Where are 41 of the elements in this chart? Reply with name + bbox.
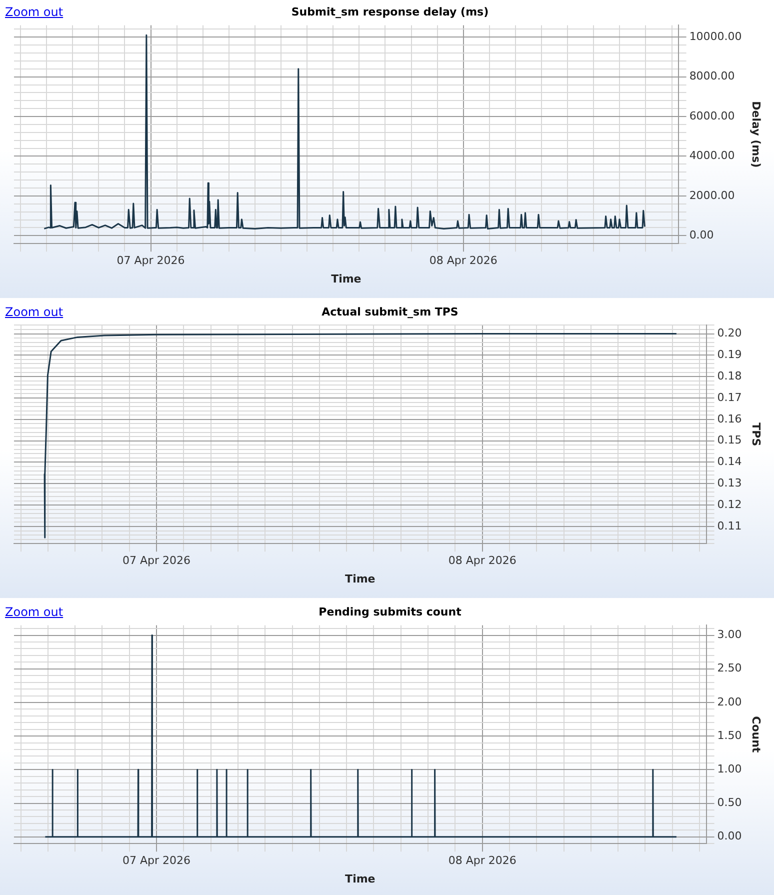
y-tick-label: 0.14 <box>717 455 742 468</box>
y-axis-title: TPS <box>750 422 763 446</box>
y-tick-label: 2000.00 <box>689 188 735 202</box>
x-axis-title: Time <box>345 572 376 586</box>
y-tick-label: 1.00 <box>717 762 742 776</box>
x-tick-label: 08 Apr 2026 <box>448 854 516 868</box>
y-tick-label: 0.11 <box>717 519 742 532</box>
y-axis-title: Count <box>750 716 763 753</box>
y-tick-label: 0.20 <box>717 326 742 340</box>
y-tick-label: 0.00 <box>717 830 742 843</box>
x-tick-label: 08 Apr 2026 <box>448 554 516 568</box>
y-tick-label: 0.12 <box>717 498 742 511</box>
y-tick-label: 0.50 <box>717 796 742 810</box>
y-tick-label: 1.50 <box>717 728 742 742</box>
x-axis-title: Time <box>345 872 376 886</box>
y-tick-label: 10000.00 <box>689 30 742 43</box>
text: Zoom out <box>5 5 64 19</box>
y-tick-label: 4000.00 <box>689 149 735 162</box>
x-tick-label: 07 Apr 2026 <box>116 254 185 268</box>
x-tick-label: 07 Apr 2026 <box>122 854 191 868</box>
x-tick-label: 08 Apr 2026 <box>429 254 498 268</box>
chart-title: Actual submit_sm TPS <box>322 305 458 318</box>
y-tick-label: 8000.00 <box>689 70 735 83</box>
y-tick-label: 0.13 <box>717 476 742 490</box>
y-tick-label: 0.18 <box>717 369 742 382</box>
y-tick-label: 0.15 <box>717 434 742 447</box>
text: Zoom out <box>5 305 64 319</box>
y-tick-label: 3.00 <box>717 628 742 642</box>
chart-title: Submit_sm response delay (ms) <box>291 5 489 18</box>
y-tick-label: 0.16 <box>717 412 742 426</box>
x-axis-title: Time <box>331 272 362 286</box>
y-tick-label: 0.19 <box>717 348 742 362</box>
x-tick-label: 07 Apr 2026 <box>122 554 191 568</box>
y-tick-label: 0.17 <box>717 390 742 404</box>
y-tick-label: 6000.00 <box>689 109 735 122</box>
y-tick-label: 0.00 <box>689 228 714 242</box>
chart-title: Pending submits count <box>318 605 462 618</box>
text: Zoom out <box>5 605 64 619</box>
y-axis-title: Delay (ms) <box>750 101 763 168</box>
y-tick-label: 2.00 <box>717 695 742 708</box>
y-tick-label: 2.50 <box>717 662 742 675</box>
